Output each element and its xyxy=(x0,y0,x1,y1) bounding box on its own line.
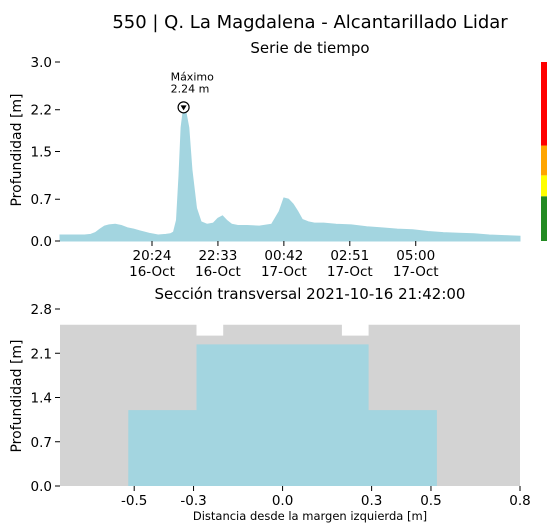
y-tick-label: 0.0 xyxy=(31,479,52,495)
cross-section-x-label: Distancia desde la margen izquierda [m] xyxy=(193,509,427,523)
water-area xyxy=(128,344,437,486)
x-tick-time: 02:51 xyxy=(330,248,369,264)
x-tick-label: 0.8 xyxy=(509,493,530,509)
time-series-y-label: Profundidad [m] xyxy=(9,93,25,206)
cross-section-x-ticks: -0.5 -0.3 0.0 0.3 0.5 0.8 xyxy=(121,486,531,509)
time-series-chart: Serie de tiempo Profundidad [m] 0.0 0.7 1.… xyxy=(9,39,547,280)
maximum-marker xyxy=(177,101,190,114)
cross-section-layer xyxy=(60,324,520,486)
threshold-segment xyxy=(541,175,547,197)
y-tick-label: 1.5 xyxy=(31,145,52,161)
y-tick-label: 0.7 xyxy=(31,435,52,451)
x-tick-label: -0.5 xyxy=(121,493,147,509)
y-tick-label: 2.1 xyxy=(31,346,52,362)
x-tick-date: 16-Oct xyxy=(195,264,241,280)
y-tick-label: 2.2 xyxy=(31,103,52,119)
x-tick-time: 20:24 xyxy=(133,248,172,264)
x-tick-label: 0.3 xyxy=(361,493,382,509)
maximum-annotation: Máximo 2.24 m xyxy=(171,70,215,114)
x-tick-time: 00:42 xyxy=(264,248,303,264)
maximum-marker-arrow xyxy=(180,105,187,111)
y-tick-label: 0.0 xyxy=(31,234,52,250)
y-tick-label: 1.4 xyxy=(31,391,52,407)
cross-section-chart: Sección transversal 2021-10-16 21:42:00 … xyxy=(9,285,531,523)
threshold-segment xyxy=(541,196,547,241)
time-series-y-ticks: 0.0 0.7 1.5 2.2 3.0 xyxy=(31,55,60,250)
time-series-x-ticks: 20:2416-Oct22:3316-Oct00:4217-Oct02:5117… xyxy=(129,241,439,280)
maximum-label: Máximo xyxy=(171,70,215,83)
figure-title: 550 | Q. La Magdalena - Alcantarillado L… xyxy=(112,12,508,33)
x-tick-time: 05:00 xyxy=(396,248,435,264)
x-tick-label: 0.5 xyxy=(420,493,441,509)
y-tick-label: 2.8 xyxy=(31,302,52,318)
time-series-area-layer xyxy=(59,105,521,242)
x-tick-date: 17-Oct xyxy=(327,264,373,280)
time-series-title: Serie de tiempo xyxy=(250,39,369,57)
depth-area xyxy=(59,105,521,242)
threshold-segment xyxy=(541,145,547,176)
threshold-bar xyxy=(541,62,547,241)
cross-section-title: Sección transversal 2021-10-16 21:42:00 xyxy=(155,285,466,303)
y-tick-label: 0.7 xyxy=(31,192,52,208)
x-tick-time: 22:33 xyxy=(198,248,237,264)
cross-section-y-ticks: 0.0 0.7 1.4 2.1 2.8 xyxy=(31,302,60,495)
x-tick-date: 17-Oct xyxy=(393,264,439,280)
threshold-segment xyxy=(541,62,547,146)
x-tick-label: 0.0 xyxy=(272,493,293,509)
cross-section-y-label: Profundidad [m] xyxy=(9,339,25,452)
y-tick-label: 3.0 xyxy=(31,55,52,71)
x-tick-date: 16-Oct xyxy=(129,264,175,280)
maximum-value: 2.24 m xyxy=(171,82,210,95)
x-tick-date: 17-Oct xyxy=(261,264,307,280)
x-tick-label: -0.3 xyxy=(180,493,206,509)
